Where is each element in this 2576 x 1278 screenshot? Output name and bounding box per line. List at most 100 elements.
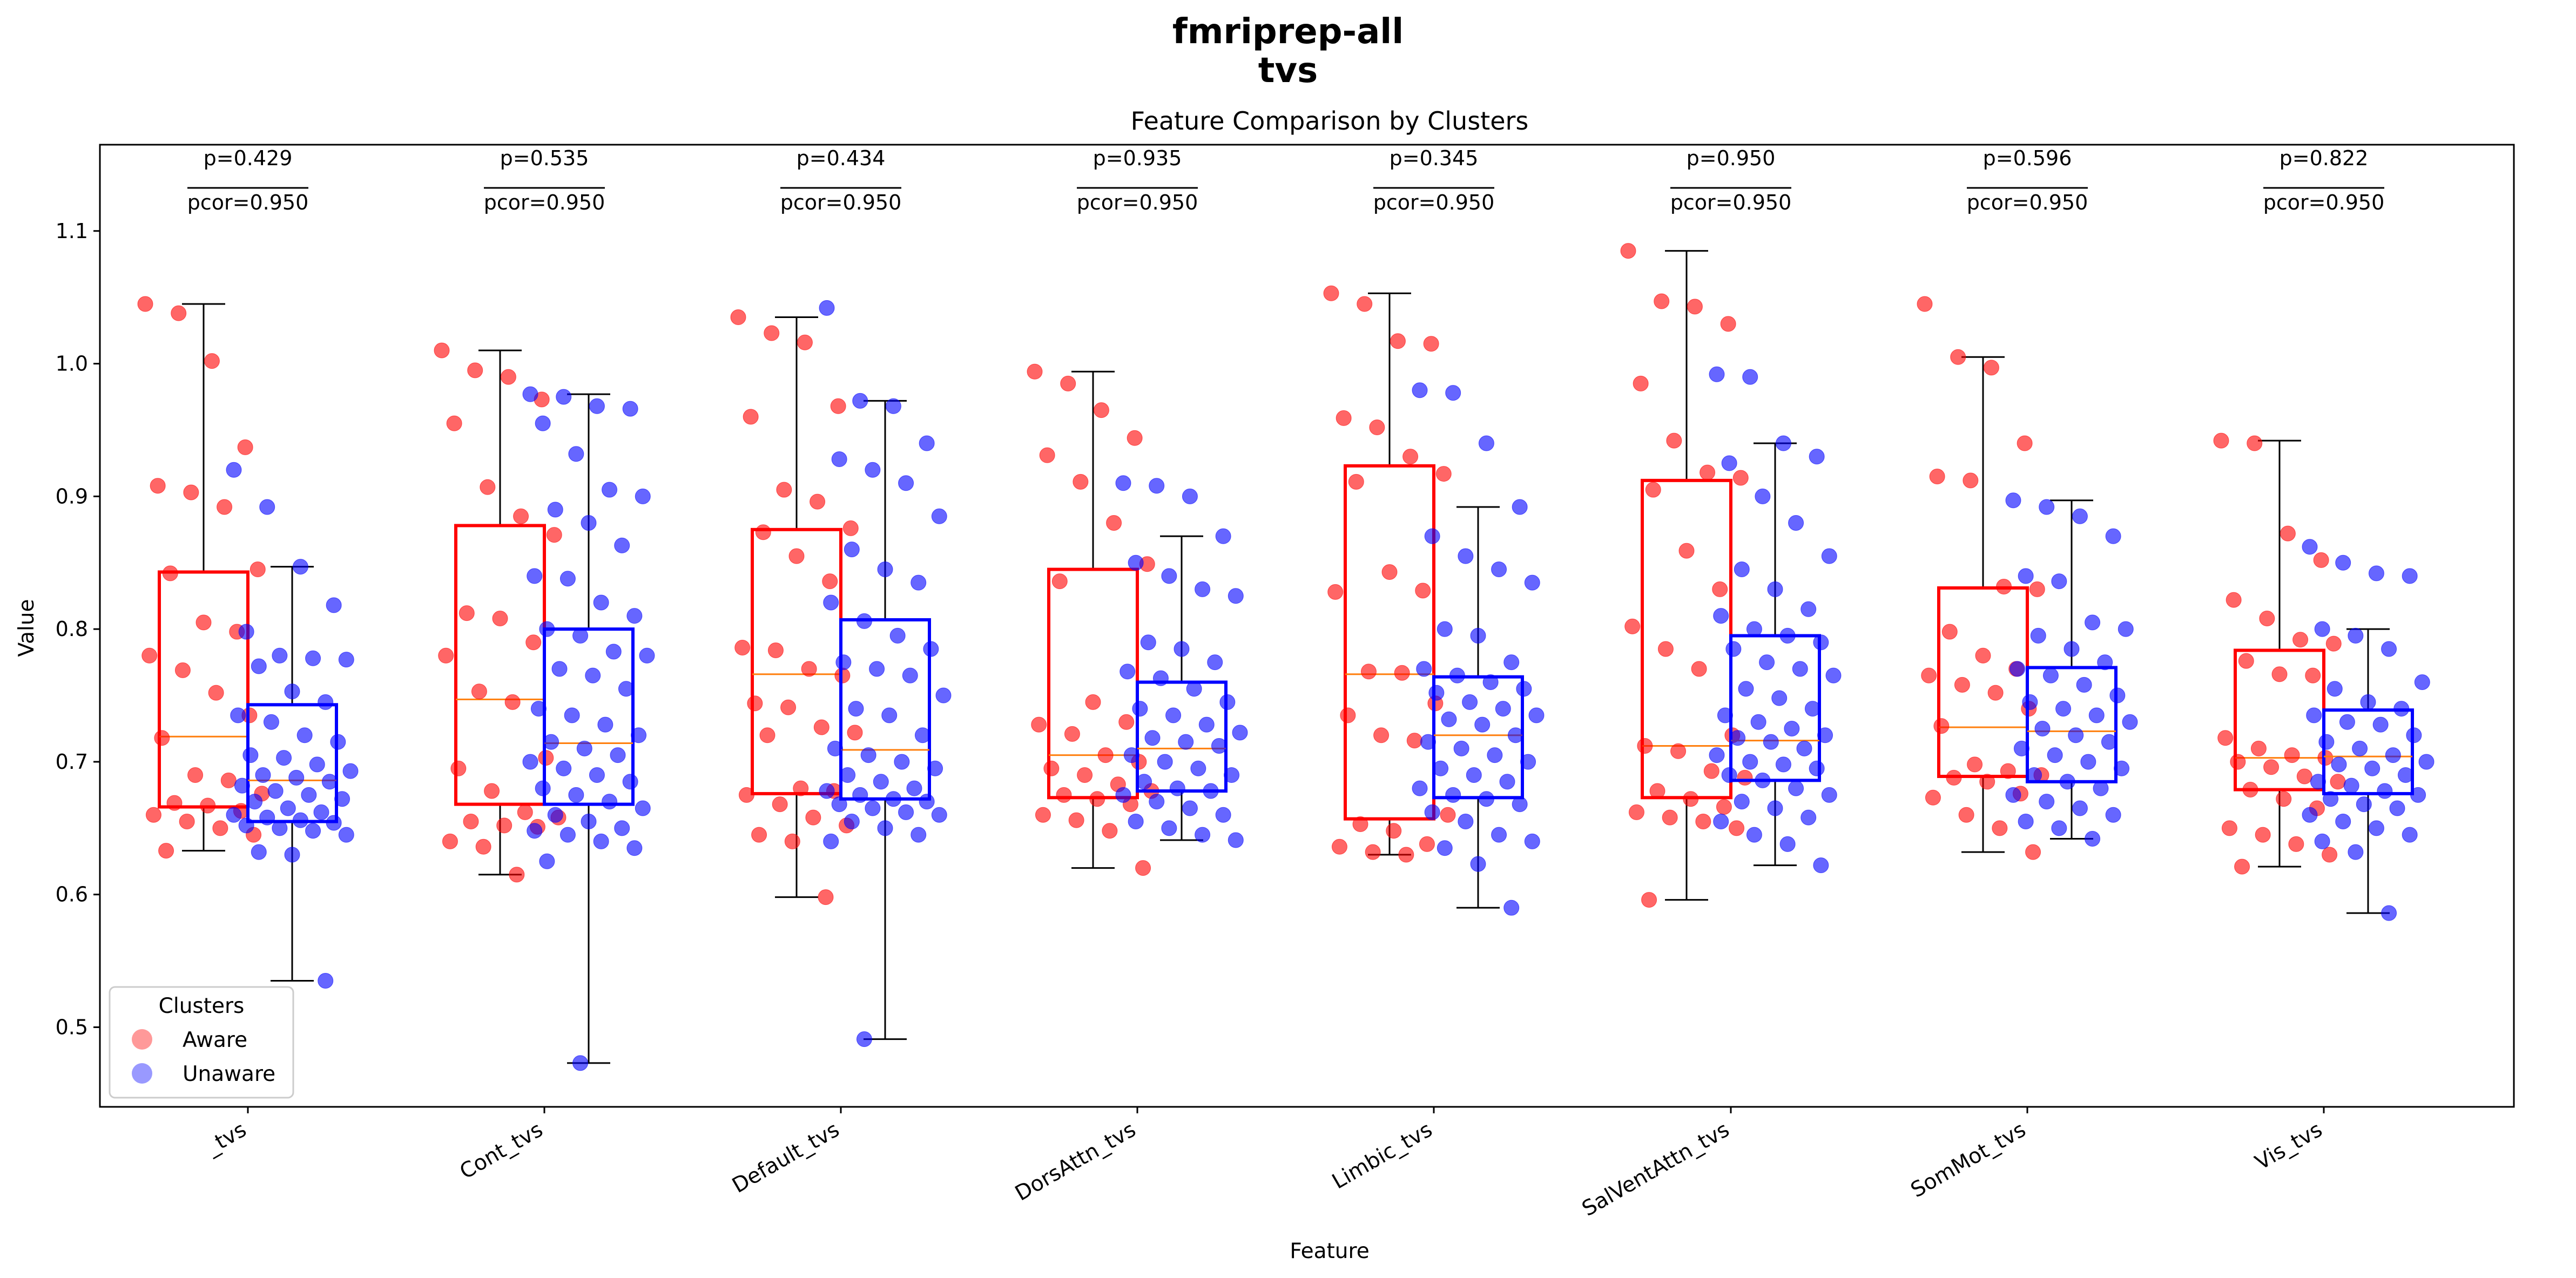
data-point: [602, 482, 618, 498]
data-point: [2025, 844, 2041, 860]
data-point: [1954, 677, 1970, 693]
data-point: [1437, 621, 1453, 637]
data-point: [2051, 820, 2067, 836]
data-point: [1683, 791, 1699, 807]
data-point: [919, 794, 935, 810]
data-point: [2330, 774, 2346, 790]
data-point: [869, 661, 885, 677]
box-unaware-6: [1709, 366, 1842, 874]
data-point: [894, 754, 910, 770]
data-point: [873, 774, 889, 790]
data-point: [1713, 814, 1729, 830]
legend-marker-unaware: [132, 1063, 152, 1084]
data-point: [158, 843, 174, 859]
data-point: [1700, 464, 1716, 481]
data-point: [589, 767, 605, 783]
data-point: [527, 823, 543, 839]
data-point: [1641, 892, 1657, 908]
data-point: [1381, 564, 1398, 580]
data-point: [1499, 774, 1515, 790]
data-point: [1412, 780, 1428, 796]
data-point: [267, 783, 284, 799]
legend-title: Clusters: [159, 994, 245, 1018]
data-point: [1478, 791, 1494, 807]
p-value-label: p=0.535: [500, 146, 589, 170]
data-point: [865, 462, 881, 478]
data-point: [1779, 627, 1796, 644]
data-point: [1925, 789, 1941, 806]
data-point: [1458, 548, 1474, 564]
data-point: [622, 774, 638, 790]
data-point: [1420, 734, 1436, 750]
data-point: [1157, 754, 1173, 770]
data-point: [1073, 474, 1089, 490]
data-point: [525, 634, 542, 651]
data-point: [1433, 760, 1449, 776]
data-point: [1357, 296, 1373, 312]
data-point: [1742, 369, 1758, 385]
suptitle-line-2: tvs: [1258, 51, 1318, 91]
data-point: [1449, 667, 1465, 684]
data-point: [517, 804, 533, 820]
data-point: [1466, 767, 1482, 783]
data-point: [738, 787, 754, 803]
data-point: [1759, 654, 1775, 671]
data-point: [321, 774, 338, 790]
y-tick-label: 0.5: [56, 1016, 88, 1039]
data-point: [2018, 814, 2034, 830]
data-point: [2352, 740, 2368, 756]
data-point: [1215, 528, 1231, 544]
data-point: [284, 684, 300, 700]
data-point: [2072, 508, 2088, 524]
data-point: [1186, 681, 1202, 697]
data-point: [1360, 664, 1377, 680]
data-point: [1415, 583, 1431, 599]
box-aware-5: [1323, 285, 1456, 863]
data-point: [1127, 430, 1143, 446]
data-point: [1524, 833, 1540, 849]
data-point: [1043, 760, 1060, 776]
box-unaware-1: [226, 462, 359, 989]
data-point: [1983, 360, 1999, 376]
data-point: [1958, 807, 1974, 823]
data-point: [2402, 827, 2418, 843]
data-point: [1528, 707, 1545, 723]
data-point: [2368, 820, 2384, 836]
data-point: [276, 750, 292, 766]
data-point: [200, 797, 216, 814]
data-point: [1423, 336, 1439, 352]
data-point: [1144, 730, 1161, 746]
data-point: [2327, 681, 2343, 697]
data-point: [530, 701, 547, 717]
data-point: [1039, 447, 1055, 463]
data-point: [1666, 432, 1682, 449]
data-point: [1809, 760, 1825, 776]
data-point: [831, 796, 847, 813]
data-point: [1340, 707, 1356, 723]
data-point: [1712, 581, 1728, 597]
data-point: [1327, 584, 1344, 600]
data-point: [1182, 488, 1198, 504]
data-point: [1725, 641, 1742, 657]
data-point: [2310, 774, 2326, 790]
data-point: [166, 795, 183, 811]
data-point: [2013, 740, 2029, 756]
annotation-5: p=0.345 pcor=0.950: [1373, 146, 1495, 214]
data-point: [2080, 754, 2096, 770]
data-point: [179, 814, 195, 830]
data-point: [1963, 472, 1979, 489]
data-point: [865, 800, 881, 816]
data-point: [539, 621, 555, 637]
data-point: [1027, 363, 1043, 380]
data-point: [1687, 299, 1703, 315]
data-point: [1437, 840, 1453, 856]
y-axis-label: Value: [15, 599, 39, 657]
data-point: [835, 654, 852, 671]
data-point: [1516, 681, 1532, 697]
data-point: [1386, 823, 1402, 839]
data-point: [1445, 787, 1461, 803]
data-point: [1921, 667, 1937, 684]
data-point: [1182, 800, 1198, 816]
data-point: [1746, 621, 1762, 637]
data-point: [2314, 833, 2330, 849]
